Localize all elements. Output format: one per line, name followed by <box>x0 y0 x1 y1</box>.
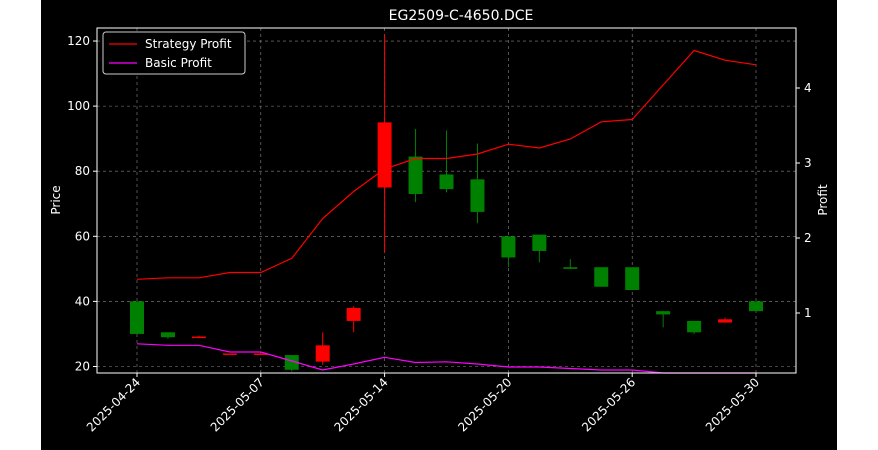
candle <box>470 143 485 224</box>
y-right-tick-label: 1 <box>804 306 812 320</box>
candle-body <box>160 332 175 338</box>
candle-body <box>408 156 423 194</box>
candle <box>501 236 516 268</box>
candle-body <box>315 345 330 362</box>
x-tick-label: 2025-05-14 <box>332 375 391 434</box>
y-left-tick-label: 120 <box>67 34 90 48</box>
candle <box>284 355 299 372</box>
candle <box>594 267 609 287</box>
candle <box>625 267 640 291</box>
y-right-tick-label: 2 <box>804 231 812 245</box>
legend-basic-label: Basic Profit <box>145 56 212 70</box>
candle <box>191 335 206 339</box>
x-tick-label: 2025-04-24 <box>84 375 143 434</box>
candle-body <box>470 179 485 212</box>
legend: Strategy Profit Basic Profit <box>102 31 246 75</box>
candle-body <box>222 353 237 355</box>
y-right-tick-label: 3 <box>804 156 812 170</box>
y-left-tick-label: 60 <box>75 229 90 243</box>
candle-body <box>749 301 763 312</box>
y-left-tick-label: 20 <box>75 359 90 373</box>
candle-body <box>625 267 640 291</box>
candle <box>563 259 578 269</box>
x-tick-label: 2025-05-30 <box>703 375 762 434</box>
candle-body <box>439 174 454 190</box>
candle-body <box>532 234 547 251</box>
y-left-tick-label: 80 <box>75 164 90 178</box>
candle <box>130 301 144 334</box>
candle-body <box>718 319 733 323</box>
candle <box>687 320 702 334</box>
candle <box>749 301 763 312</box>
candle <box>377 34 392 253</box>
candle-body <box>253 353 268 355</box>
y-left-tick-label: 40 <box>75 294 90 308</box>
y-axis-right-label: Profit <box>816 184 830 216</box>
basic-profit-line <box>136 343 756 374</box>
candle-body <box>687 320 702 333</box>
candle <box>532 234 547 263</box>
strategy-profit-line <box>136 49 757 280</box>
candle-body <box>191 336 206 339</box>
candlestick-chart: 20 40 60 80 100 120 1 2 3 4 2025-04-24 2025-05-07 20… <box>49 8 830 434</box>
candle <box>315 332 330 365</box>
y-axis-left-label: Price <box>49 185 63 214</box>
legend-box <box>102 31 246 75</box>
candle-body <box>501 236 516 258</box>
y-left-tick-label: 100 <box>67 99 90 113</box>
candle <box>222 353 237 355</box>
candle <box>656 311 671 328</box>
candle <box>718 317 733 323</box>
profit-lines-layer <box>136 49 757 374</box>
legend-strategy-label: Strategy Profit <box>145 37 232 51</box>
candle-body <box>346 307 361 321</box>
candles-layer <box>130 34 763 372</box>
figure-background: 20 40 60 80 100 120 1 2 3 4 2025-04-24 2025-05-07 20… <box>41 0 837 450</box>
candle <box>253 353 268 355</box>
candle-body <box>130 301 144 334</box>
y-right-tick-label: 4 <box>804 81 812 95</box>
x-tick-label: 2025-05-20 <box>455 375 514 434</box>
x-tick-label: 2025-05-26 <box>579 375 638 434</box>
candle-body <box>377 122 392 188</box>
candle <box>408 128 423 203</box>
candle <box>160 332 175 339</box>
x-tick-label: 2025-05-07 <box>208 375 267 434</box>
candle <box>439 130 454 193</box>
candle-body <box>563 267 578 269</box>
candle <box>346 306 361 333</box>
chart-title: EG2509-C-4650.DCE <box>389 8 534 24</box>
ticks-layer: 20 40 60 80 100 120 1 2 3 4 2025-04-24 2025-05-07 20… <box>67 34 812 434</box>
plot-frame <box>96 27 797 374</box>
candle-body <box>656 311 671 315</box>
candle-body <box>594 267 609 287</box>
candle-body <box>284 355 299 370</box>
